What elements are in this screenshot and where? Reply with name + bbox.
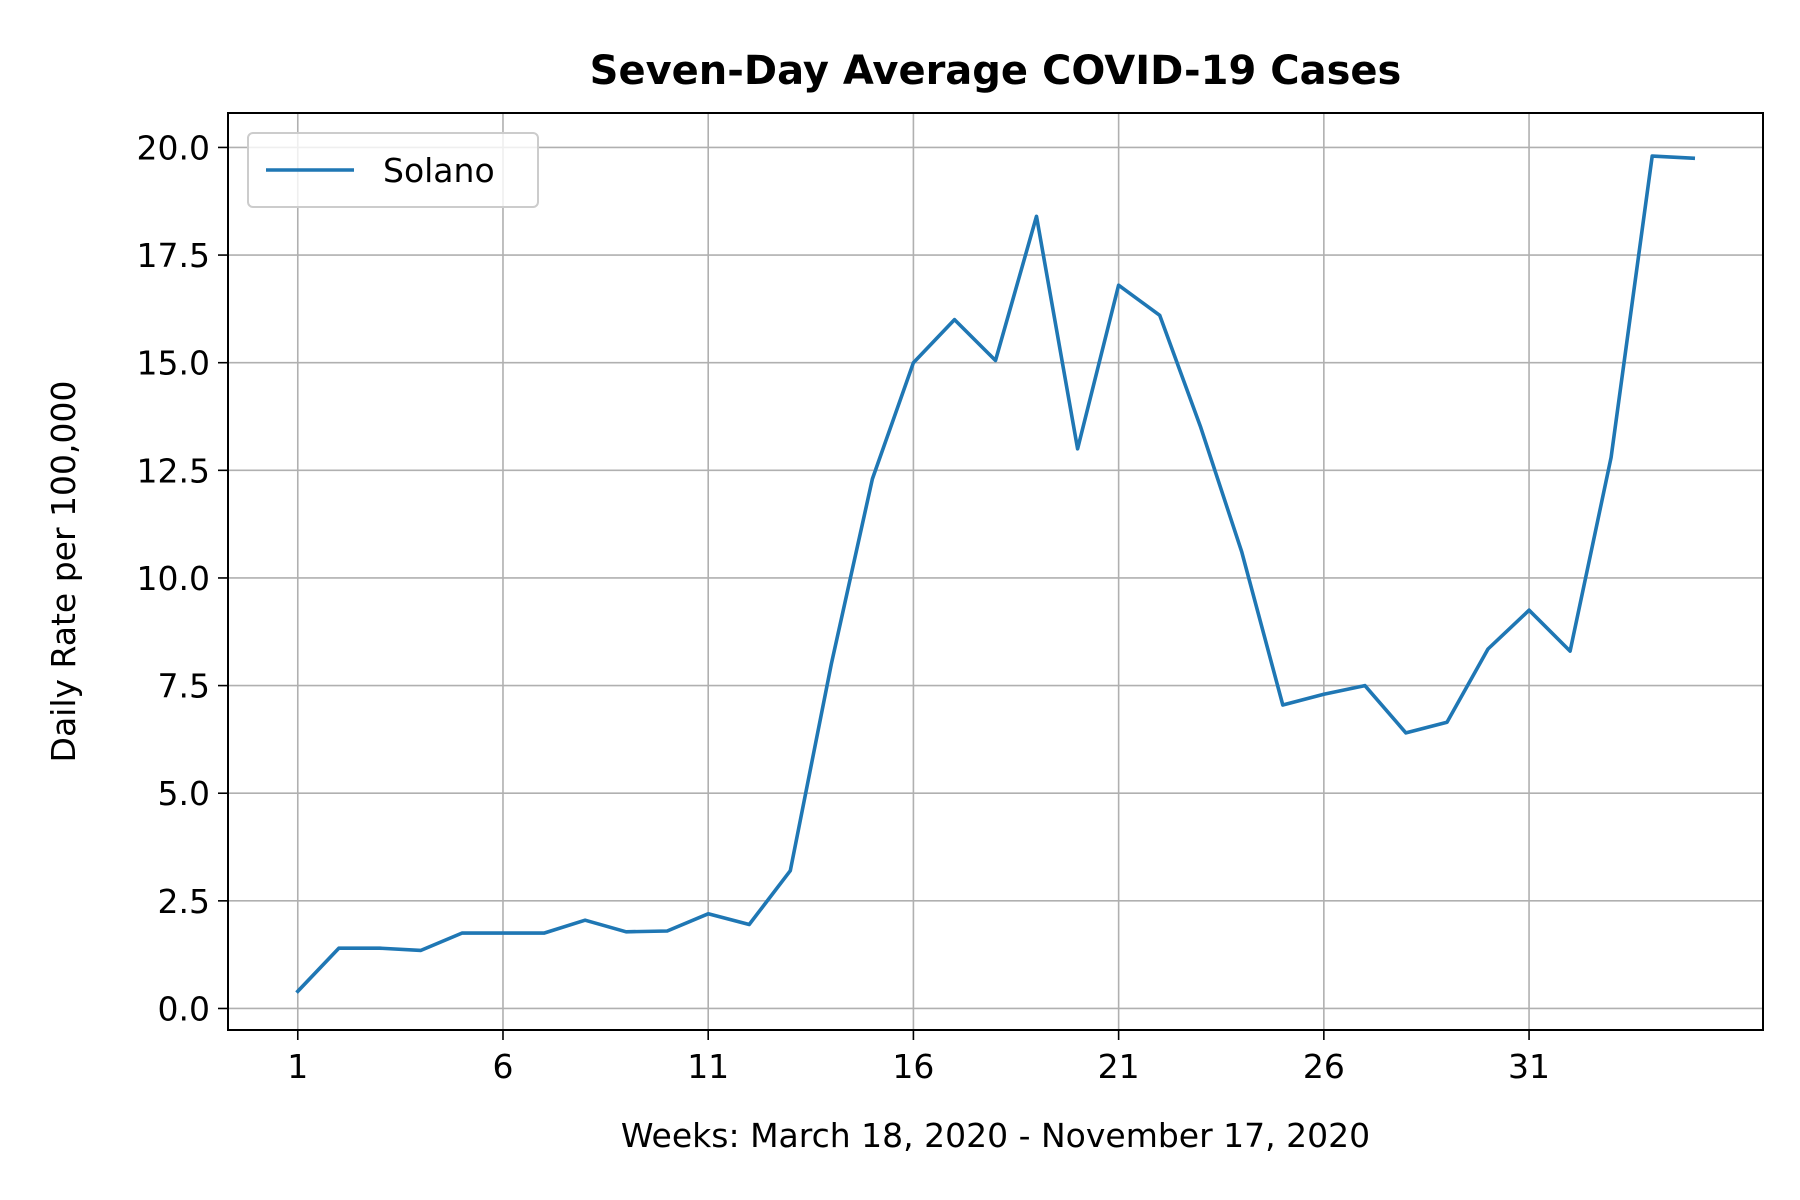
y-tick-label: 15.0 (137, 344, 210, 383)
y-tick-label: 20.0 (137, 128, 210, 167)
legend-box (247, 132, 539, 208)
chart-title: Seven-Day Average COVID-19 Cases (590, 48, 1402, 94)
x-tick-label: 6 (492, 1047, 513, 1086)
y-tick-label: 0.0 (158, 989, 210, 1028)
series-line-solano (295, 154, 1696, 994)
legend-label: Solano (383, 151, 495, 190)
x-tick-label: 21 (1098, 1047, 1140, 1086)
plot-frame (227, 112, 1764, 1031)
x-tick-label: 16 (892, 1047, 934, 1086)
x-tick-label: 1 (287, 1047, 308, 1086)
y-tick-label: 17.5 (137, 236, 210, 275)
legend: Solano (247, 132, 539, 208)
y-tick-label: 10.0 (137, 559, 210, 598)
grid (228, 113, 1763, 1030)
y-tick-label: 12.5 (137, 451, 210, 490)
x-tick-label: 31 (1508, 1047, 1550, 1086)
axis-ticks: 1 6 11 16 21 26 310.02.55.07.510.012.515.017.5… (137, 128, 1551, 1086)
y-axis-label: Daily Rate per 100,000 (44, 381, 83, 763)
y-tick-label: 5.0 (158, 774, 210, 813)
x-axis-label: Weeks: March 18, 2020 - November 17, 202… (621, 1116, 1370, 1155)
series-layer (295, 154, 1696, 994)
y-tick-label: 7.5 (158, 667, 210, 706)
x-tick-label: 11 (687, 1047, 729, 1086)
y-tick-label: 2.5 (158, 882, 210, 921)
x-tick-label: 26 (1303, 1047, 1345, 1086)
